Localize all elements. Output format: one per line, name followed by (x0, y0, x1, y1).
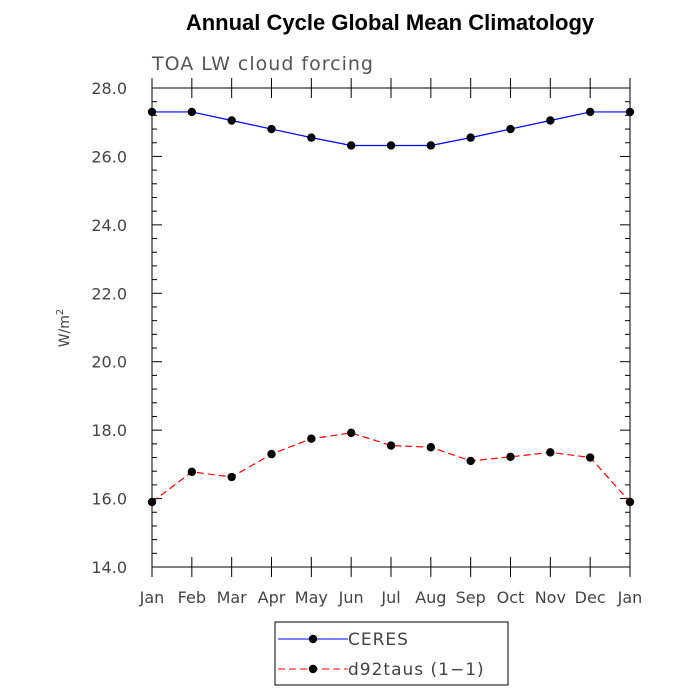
y-tick-label: 26.0 (91, 147, 127, 166)
y-tick-label: 28.0 (91, 79, 127, 98)
data-point-d92taus-1-1 (386, 441, 396, 450)
chart-subtitle: TOA LW cloud forcing (151, 53, 374, 75)
y-tick-label: 20.0 (91, 353, 127, 372)
legend-box (274, 621, 509, 686)
y-tick-labels: 14.0 16.0 18.0 20.0 22.0 24.0 26.0 28.0 (91, 79, 127, 577)
data-point-d92taus-1-1 (466, 456, 475, 466)
legend-label-d92taus: d92taus (1−1) (348, 660, 485, 680)
data-point-d92taus-1-1 (625, 497, 635, 507)
x-tick-label: May (295, 588, 328, 607)
series-layer (147, 107, 635, 507)
data-point-ceres (506, 124, 515, 134)
data-point-ceres (466, 133, 475, 142)
y-tick-label: 18.0 (91, 421, 127, 440)
legend: CERES d92taus (1−1) (274, 621, 509, 686)
x-tick-label: Jan (139, 588, 165, 607)
axis-ticks (151, 78, 631, 577)
data-point-d92taus-1-1 (506, 452, 515, 462)
x-tick-label: Aug (415, 588, 446, 607)
x-tick-labels: Jan Feb Mar Apr May Jun Jul Aug Sep Oct Nov Dec Jan (139, 588, 643, 607)
data-point-d92taus-1-1 (267, 449, 276, 459)
x-tick-label: Feb (178, 588, 206, 607)
series-line-ceres (152, 111, 630, 147)
y-tick-label: 22.0 (91, 284, 127, 303)
x-tick-label: Dec (575, 588, 606, 607)
data-point-ceres (346, 141, 356, 150)
data-point-ceres (267, 124, 276, 134)
y-tick-label: 24.0 (91, 216, 127, 235)
y-axis-label-sup: 2 (55, 309, 66, 315)
data-point-d92taus-1-1 (147, 497, 157, 507)
legend-marker-d92taus (308, 664, 318, 674)
data-point-ceres (426, 141, 436, 150)
data-point-d92taus-1-1 (307, 434, 316, 443)
data-point-d92taus-1-1 (227, 472, 236, 482)
data-point-ceres (307, 133, 316, 142)
x-tick-label: Mar (217, 588, 248, 607)
data-point-ceres (585, 107, 595, 117)
data-point-d92taus-1-1 (426, 443, 436, 452)
plot-frame (151, 87, 631, 568)
data-point-d92taus-1-1 (546, 448, 555, 457)
data-point-ceres (227, 116, 236, 125)
y-axis-label-base: W/m (57, 315, 73, 347)
data-point-ceres (187, 107, 197, 117)
legend-label-ceres: CERES (348, 630, 409, 650)
y-axis-label: W/m2 (55, 309, 73, 348)
data-point-d92taus-1-1 (187, 467, 197, 477)
y-tick-label: 14.0 (91, 558, 127, 577)
x-tick-label: Oct (497, 588, 525, 607)
x-tick-label: Sep (456, 588, 486, 607)
x-tick-label: Nov (535, 588, 566, 607)
legend-marker-ceres (308, 634, 318, 644)
data-point-ceres (386, 141, 396, 150)
x-tick-label: Jul (380, 588, 400, 607)
data-point-ceres (546, 116, 555, 125)
data-point-d92taus-1-1 (585, 453, 595, 462)
x-tick-label: Jan (617, 588, 643, 607)
x-tick-label: Apr (258, 588, 286, 607)
data-point-ceres (147, 107, 157, 117)
data-point-ceres (625, 107, 635, 117)
y-tick-label: 16.0 (91, 490, 127, 509)
chart-title: Annual Cycle Global Mean Climatology (186, 10, 595, 35)
data-point-d92taus-1-1 (346, 428, 356, 438)
x-tick-label: Jun (338, 588, 364, 607)
